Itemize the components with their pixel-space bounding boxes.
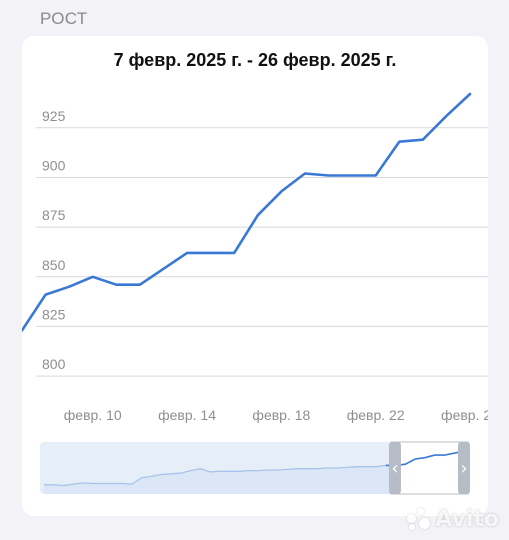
- section-title: РОСТ: [40, 9, 88, 28]
- navigator-area: [44, 451, 464, 494]
- y-tick-label: 825: [42, 306, 66, 322]
- watermark-text: Avito: [435, 506, 499, 532]
- x-tick-label: февр. 14: [158, 407, 216, 423]
- y-tick-label: 900: [42, 157, 66, 173]
- x-tick-label: февр. 22: [347, 407, 405, 423]
- navigator-right-handle[interactable]: [458, 442, 470, 494]
- y-tick-label: 875: [42, 207, 66, 223]
- line-chart: 800 825 850 875 900 925 февр. 10 февр. 14 февр. …: [22, 92, 488, 495]
- y-tick-label: 800: [42, 356, 66, 372]
- chevron-left-icon: ‹: [391, 458, 398, 479]
- navigator-selection[interactable]: [390, 441, 469, 495]
- chart-card: 7 февр. 2025 г. - 26 февр. 2025 г. 800 82…: [22, 36, 488, 516]
- avito-logo-icon: [405, 506, 431, 532]
- x-tick-label: февр. 26: [441, 407, 488, 423]
- x-tick-label: февр. 18: [252, 407, 310, 423]
- chevron-right-icon: ›: [460, 458, 467, 479]
- y-tick-label: 850: [42, 257, 66, 273]
- avito-watermark: Avito: [405, 506, 499, 532]
- date-range-title: 7 февр. 2025 г. - 26 февр. 2025 г.: [113, 50, 397, 70]
- navigator-left-handle[interactable]: [388, 442, 401, 494]
- y-tick-label: 925: [42, 108, 66, 124]
- x-tick-label: февр. 10: [64, 407, 122, 423]
- series-line: [22, 92, 472, 332]
